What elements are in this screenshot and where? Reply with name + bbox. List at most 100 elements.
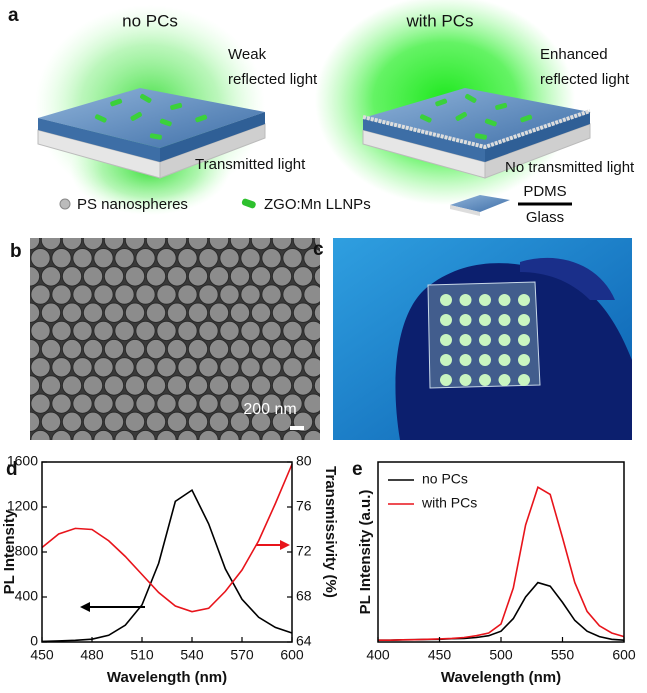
dot bbox=[440, 294, 452, 306]
sphere bbox=[199, 321, 218, 340]
sphere bbox=[73, 358, 92, 377]
sphere bbox=[178, 248, 197, 267]
sphere bbox=[157, 430, 176, 449]
dot bbox=[460, 334, 472, 346]
sphere bbox=[20, 303, 39, 322]
sphere bbox=[157, 285, 176, 304]
sphere bbox=[199, 248, 218, 267]
sphere bbox=[167, 412, 186, 431]
dot bbox=[440, 374, 452, 386]
sphere bbox=[83, 303, 102, 322]
sphere bbox=[241, 285, 260, 304]
sphere bbox=[73, 285, 92, 304]
sphere bbox=[251, 376, 270, 395]
sphere bbox=[209, 376, 228, 395]
sphere bbox=[178, 358, 197, 377]
plot-frame bbox=[42, 462, 292, 642]
sphere bbox=[125, 376, 144, 395]
panel-c: c bbox=[313, 238, 632, 440]
sphere bbox=[220, 248, 239, 267]
dot bbox=[479, 374, 491, 386]
sphere bbox=[262, 358, 281, 377]
sphere bbox=[115, 321, 134, 340]
panel-label: a bbox=[8, 5, 19, 26]
figure: a no PCs with PCs Weak reflected light E… bbox=[0, 0, 647, 693]
sphere bbox=[31, 285, 50, 304]
x-tick-label: 450 bbox=[30, 647, 54, 663]
sphere bbox=[20, 412, 39, 431]
dot bbox=[460, 354, 472, 366]
sphere bbox=[230, 376, 249, 395]
sphere bbox=[41, 339, 60, 358]
sphere bbox=[220, 285, 239, 304]
sphere bbox=[188, 303, 207, 322]
sphere bbox=[220, 358, 239, 377]
data-line bbox=[42, 464, 292, 611]
sphere bbox=[251, 267, 270, 286]
sphere bbox=[20, 376, 39, 395]
sphere bbox=[31, 430, 50, 449]
dot bbox=[479, 354, 491, 366]
sphere bbox=[146, 267, 165, 286]
sphere bbox=[136, 285, 155, 304]
x-tick-label: 450 bbox=[428, 647, 452, 663]
sphere bbox=[220, 430, 239, 449]
sphere bbox=[262, 321, 281, 340]
sphere bbox=[52, 321, 71, 340]
sphere bbox=[304, 285, 323, 304]
sphere bbox=[73, 430, 92, 449]
sphere bbox=[157, 321, 176, 340]
sphere bbox=[272, 230, 291, 249]
y2-tick-label: 72 bbox=[296, 543, 312, 559]
sphere bbox=[304, 321, 323, 340]
sphere bbox=[262, 285, 281, 304]
sphere bbox=[209, 303, 228, 322]
reflect-label: reflected light bbox=[540, 71, 630, 88]
sphere bbox=[230, 267, 249, 286]
sphere bbox=[125, 230, 144, 249]
sphere bbox=[94, 248, 113, 267]
sphere bbox=[188, 267, 207, 286]
dot bbox=[499, 354, 511, 366]
sphere bbox=[94, 394, 113, 413]
sphere bbox=[31, 358, 50, 377]
y2-axis-label: Transmissivity (%) bbox=[322, 466, 339, 598]
reflect-label: Weak bbox=[228, 46, 267, 63]
panel-label: c bbox=[313, 239, 324, 260]
sphere bbox=[262, 248, 281, 267]
sphere bbox=[146, 339, 165, 358]
sphere bbox=[83, 376, 102, 395]
sphere bbox=[199, 285, 218, 304]
sphere bbox=[230, 230, 249, 249]
sphere bbox=[136, 248, 155, 267]
dot bbox=[440, 334, 452, 346]
sphere bbox=[125, 339, 144, 358]
sphere bbox=[104, 303, 123, 322]
x-tick-label: 600 bbox=[280, 647, 304, 663]
x-tick-label: 510 bbox=[130, 647, 154, 663]
sphere bbox=[83, 267, 102, 286]
legend-label: no PCs bbox=[422, 471, 468, 487]
dot bbox=[518, 354, 530, 366]
sphere bbox=[293, 339, 312, 358]
sphere bbox=[94, 321, 113, 340]
sphere bbox=[62, 339, 81, 358]
x-tick-label: 480 bbox=[80, 647, 104, 663]
transmit-label: Transmitted light bbox=[195, 156, 306, 173]
sphere bbox=[188, 230, 207, 249]
sphere bbox=[293, 376, 312, 395]
layer-label: PDMS bbox=[523, 183, 566, 200]
sphere bbox=[115, 285, 134, 304]
sphere bbox=[188, 376, 207, 395]
y-tick-label: 1600 bbox=[7, 453, 38, 469]
sphere bbox=[115, 394, 134, 413]
sphere bbox=[31, 394, 50, 413]
x-axis-label: Wavelength (nm) bbox=[107, 669, 227, 686]
sphere bbox=[314, 376, 333, 395]
sphere bbox=[314, 339, 333, 358]
sphere bbox=[241, 248, 260, 267]
sphere bbox=[83, 412, 102, 431]
sphere bbox=[283, 248, 302, 267]
sphere bbox=[209, 267, 228, 286]
dot bbox=[499, 294, 511, 306]
